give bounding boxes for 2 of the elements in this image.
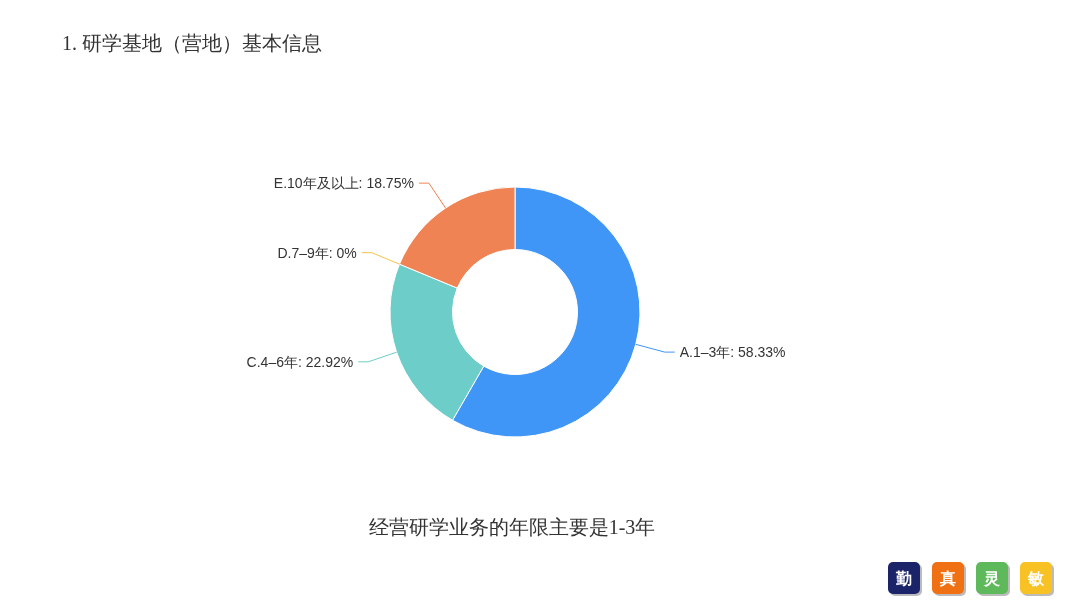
title: 1. 研学基地（营地）基本信息 — [62, 32, 322, 54]
caption: 经营研学业务的年限主要是1-3年 — [368, 516, 656, 538]
